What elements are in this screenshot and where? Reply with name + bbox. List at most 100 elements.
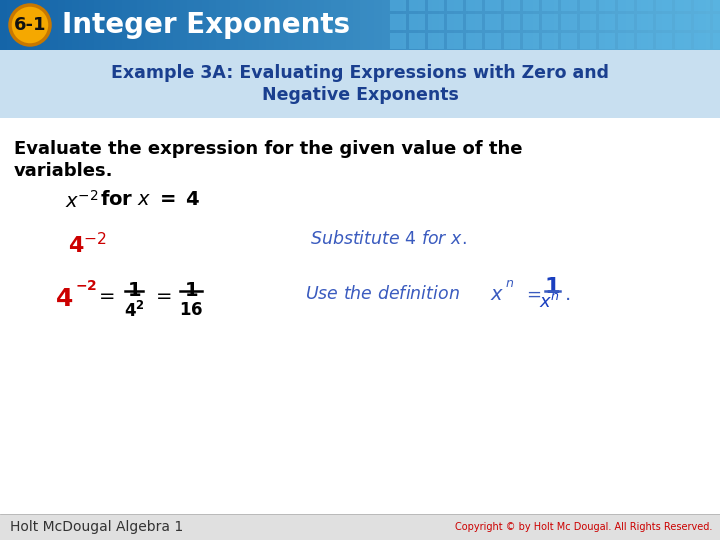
Bar [439, 0, 446, 50]
Bar [526, 0, 533, 50]
Bar [259, 0, 266, 50]
Bar [79, 0, 86, 50]
Bar [428, 0, 444, 11]
Bar [485, 0, 501, 11]
Bar [523, 0, 539, 11]
Bar [542, 0, 558, 11]
Bar [619, 0, 626, 50]
Bar [691, 0, 698, 50]
Bar [428, 14, 444, 30]
Bar [655, 0, 662, 50]
Bar [637, 0, 653, 11]
Bar [245, 0, 252, 50]
Text: $\mathbf{1}$: $\mathbf{1}$ [184, 281, 198, 300]
Bar [0, 0, 7, 50]
Bar [485, 33, 501, 49]
Bar [310, 0, 317, 50]
Bar [618, 33, 634, 49]
Bar [50, 0, 58, 50]
Bar [7, 0, 14, 50]
Text: $\mathit{x}^{-2}$: $\mathit{x}^{-2}$ [65, 190, 99, 212]
Bar [353, 0, 360, 50]
Bar [166, 0, 173, 50]
Text: $\mathbf{4^2}$: $\mathbf{4^2}$ [124, 301, 145, 321]
Bar [144, 0, 151, 50]
Bar [173, 0, 180, 50]
Bar [338, 0, 346, 50]
Bar [540, 0, 547, 50]
Bar [561, 33, 577, 49]
Bar [409, 33, 425, 49]
Bar [410, 0, 418, 50]
Bar [670, 0, 677, 50]
Bar [374, 0, 382, 50]
Text: $=$: $=$ [152, 285, 172, 304]
Bar [542, 33, 558, 49]
Text: $\mathit{Substitute}$ $\mathit{4}$ $\mathit{for\ x.}$: $\mathit{Substitute}$ $\mathit{4}$ $\mat… [310, 230, 467, 248]
Text: $=$: $=$ [95, 285, 115, 304]
Bar [468, 0, 475, 50]
Bar [599, 14, 615, 30]
Bar [590, 0, 598, 50]
Bar [223, 0, 230, 50]
Text: $\mathbf{1}$: $\mathbf{1}$ [127, 281, 141, 300]
Bar [648, 0, 655, 50]
Bar [684, 0, 691, 50]
Bar [428, 33, 444, 49]
Bar [238, 0, 245, 50]
Bar [209, 0, 216, 50]
Bar [675, 0, 691, 11]
Bar [187, 0, 194, 50]
Bar [396, 0, 403, 50]
Bar [382, 0, 389, 50]
Bar [180, 0, 187, 50]
Bar [599, 0, 615, 11]
Bar [390, 0, 406, 11]
Bar [504, 14, 520, 30]
Bar [331, 0, 338, 50]
Text: variables.: variables. [14, 162, 114, 180]
Bar [302, 0, 310, 50]
Bar [274, 0, 281, 50]
Circle shape [10, 5, 50, 45]
Bar [485, 14, 501, 30]
Bar [561, 0, 577, 11]
Bar [43, 0, 50, 50]
Bar [713, 0, 720, 11]
Bar [523, 14, 539, 30]
Bar [317, 0, 324, 50]
Bar [447, 14, 463, 30]
Bar [583, 0, 590, 50]
Text: Integer Exponents: Integer Exponents [62, 11, 350, 39]
Text: Holt McDougal Algebra 1: Holt McDougal Algebra 1 [10, 520, 184, 534]
Bar [202, 0, 209, 50]
Bar [656, 33, 672, 49]
Bar [461, 0, 468, 50]
Bar [580, 14, 596, 30]
Bar [58, 0, 65, 50]
Bar [425, 0, 432, 50]
Bar [554, 0, 562, 50]
Bar [637, 14, 653, 30]
Bar [504, 33, 520, 49]
Bar [122, 0, 130, 50]
Bar [618, 14, 634, 30]
Bar [576, 0, 583, 50]
Text: $\mathit{x}$: $\mathit{x}$ [490, 285, 504, 304]
Bar [694, 14, 710, 30]
Bar [266, 0, 274, 50]
Text: $\mathbf{4}$: $\mathbf{4}$ [55, 287, 73, 311]
Bar [626, 0, 634, 50]
Bar [706, 0, 713, 50]
Text: $\mathbf{1}$: $\mathbf{1}$ [544, 277, 560, 297]
Bar [482, 0, 490, 50]
Bar [403, 0, 410, 50]
Bar [656, 14, 672, 30]
Bar [562, 0, 569, 50]
Bar [65, 0, 72, 50]
Bar [637, 33, 653, 49]
Bar [446, 0, 454, 50]
Bar [656, 0, 672, 11]
Bar [533, 0, 540, 50]
Bar [662, 0, 670, 50]
